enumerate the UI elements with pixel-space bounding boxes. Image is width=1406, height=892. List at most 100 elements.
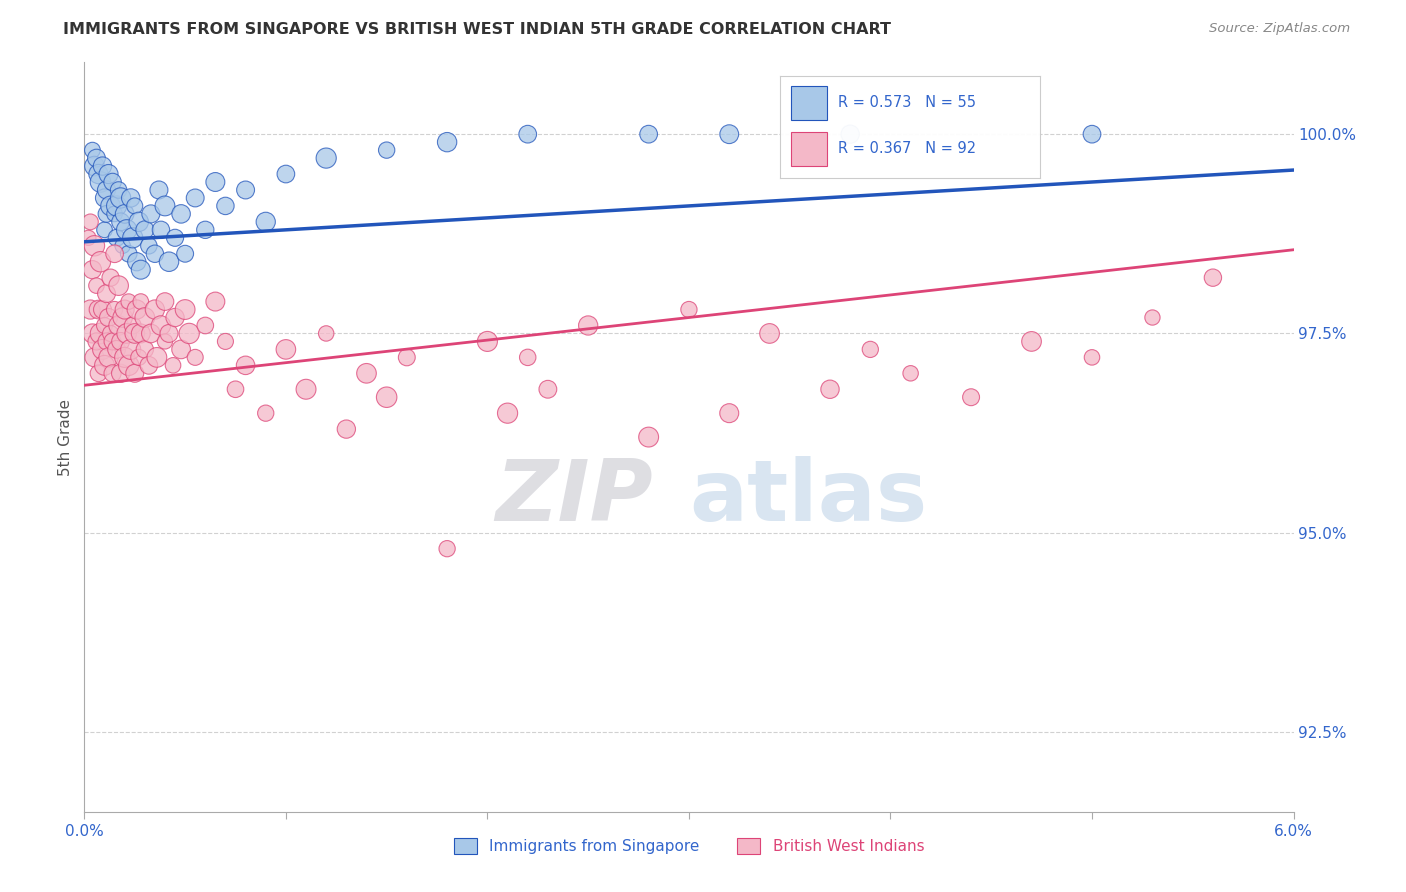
- Point: [254, 215, 277, 229]
- Point: [214, 334, 236, 349]
- Point: [91, 159, 114, 173]
- Point: [89, 175, 111, 189]
- Text: atlas: atlas: [689, 456, 927, 539]
- Point: [93, 191, 115, 205]
- Point: [146, 351, 169, 365]
- Point: [184, 191, 207, 205]
- Point: [165, 310, 187, 325]
- Point: [157, 326, 180, 341]
- Point: [104, 246, 127, 260]
- Point: [105, 231, 128, 245]
- Point: [235, 359, 257, 373]
- Point: [118, 359, 141, 373]
- Point: [335, 422, 357, 436]
- Y-axis label: 5th Grade: 5th Grade: [58, 399, 73, 475]
- Point: [110, 191, 132, 205]
- Text: R = 0.367   N = 92: R = 0.367 N = 92: [838, 141, 976, 156]
- Point: [315, 326, 337, 341]
- Point: [436, 541, 458, 556]
- Point: [96, 334, 118, 349]
- Point: [214, 199, 236, 213]
- Point: [110, 334, 132, 349]
- Point: [960, 390, 983, 404]
- Point: [170, 207, 193, 221]
- Point: [148, 183, 170, 197]
- Point: [153, 199, 176, 213]
- Text: IMMIGRANTS FROM SINGAPORE VS BRITISH WEST INDIAN 5TH GRADE CORRELATION CHART: IMMIGRANTS FROM SINGAPORE VS BRITISH WES…: [63, 22, 891, 37]
- Point: [96, 286, 118, 301]
- Point: [77, 231, 100, 245]
- Text: R = 0.573   N = 55: R = 0.573 N = 55: [838, 95, 976, 110]
- Point: [91, 343, 114, 357]
- Point: [149, 318, 172, 333]
- Point: [194, 318, 217, 333]
- Point: [120, 343, 142, 357]
- Point: [170, 343, 193, 357]
- Point: [82, 326, 104, 341]
- Point: [87, 302, 110, 317]
- Point: [204, 294, 226, 309]
- Text: Source: ZipAtlas.com: Source: ZipAtlas.com: [1209, 22, 1350, 36]
- Point: [1021, 334, 1043, 349]
- Point: [114, 351, 136, 365]
- Point: [859, 343, 882, 357]
- Point: [104, 302, 127, 317]
- Point: [97, 310, 120, 325]
- Point: [104, 207, 127, 221]
- Point: [110, 215, 132, 229]
- Point: [157, 254, 180, 268]
- Point: [134, 310, 156, 325]
- Point: [101, 175, 124, 189]
- Point: [97, 351, 120, 365]
- Point: [118, 294, 141, 309]
- Point: [516, 351, 538, 365]
- Point: [87, 367, 110, 381]
- Point: [134, 223, 156, 237]
- Point: [97, 167, 120, 181]
- Point: [174, 246, 197, 260]
- Point: [758, 326, 780, 341]
- Point: [121, 231, 143, 245]
- Point: [274, 167, 297, 181]
- Legend: Immigrants from Singapore, British West Indians: Immigrants from Singapore, British West …: [447, 832, 931, 860]
- Point: [114, 207, 136, 221]
- Point: [125, 302, 148, 317]
- Point: [91, 302, 114, 317]
- Point: [128, 351, 150, 365]
- Point: [139, 326, 162, 341]
- Point: [121, 318, 143, 333]
- Point: [204, 175, 226, 189]
- Point: [107, 318, 129, 333]
- Point: [162, 359, 184, 373]
- Point: [139, 207, 162, 221]
- Point: [295, 382, 318, 396]
- Point: [718, 406, 741, 420]
- Point: [100, 199, 122, 213]
- Point: [89, 326, 111, 341]
- Bar: [790, 87, 827, 120]
- Point: [576, 318, 599, 333]
- Point: [134, 343, 156, 357]
- Point: [124, 326, 146, 341]
- Point: [118, 246, 141, 260]
- Point: [718, 127, 741, 141]
- Point: [315, 151, 337, 165]
- Point: [637, 430, 659, 444]
- Text: ZIP: ZIP: [495, 456, 652, 539]
- Point: [138, 239, 160, 253]
- Point: [107, 278, 129, 293]
- Point: [110, 367, 132, 381]
- Point: [105, 343, 128, 357]
- Point: [1081, 351, 1104, 365]
- Point: [436, 135, 458, 149]
- Point: [111, 239, 134, 253]
- Point: [100, 326, 122, 341]
- Point: [274, 343, 297, 357]
- Point: [516, 127, 538, 141]
- Point: [1202, 270, 1225, 285]
- Point: [143, 246, 166, 260]
- Point: [105, 199, 128, 213]
- Point: [86, 278, 108, 293]
- Point: [678, 302, 700, 317]
- Point: [96, 183, 118, 197]
